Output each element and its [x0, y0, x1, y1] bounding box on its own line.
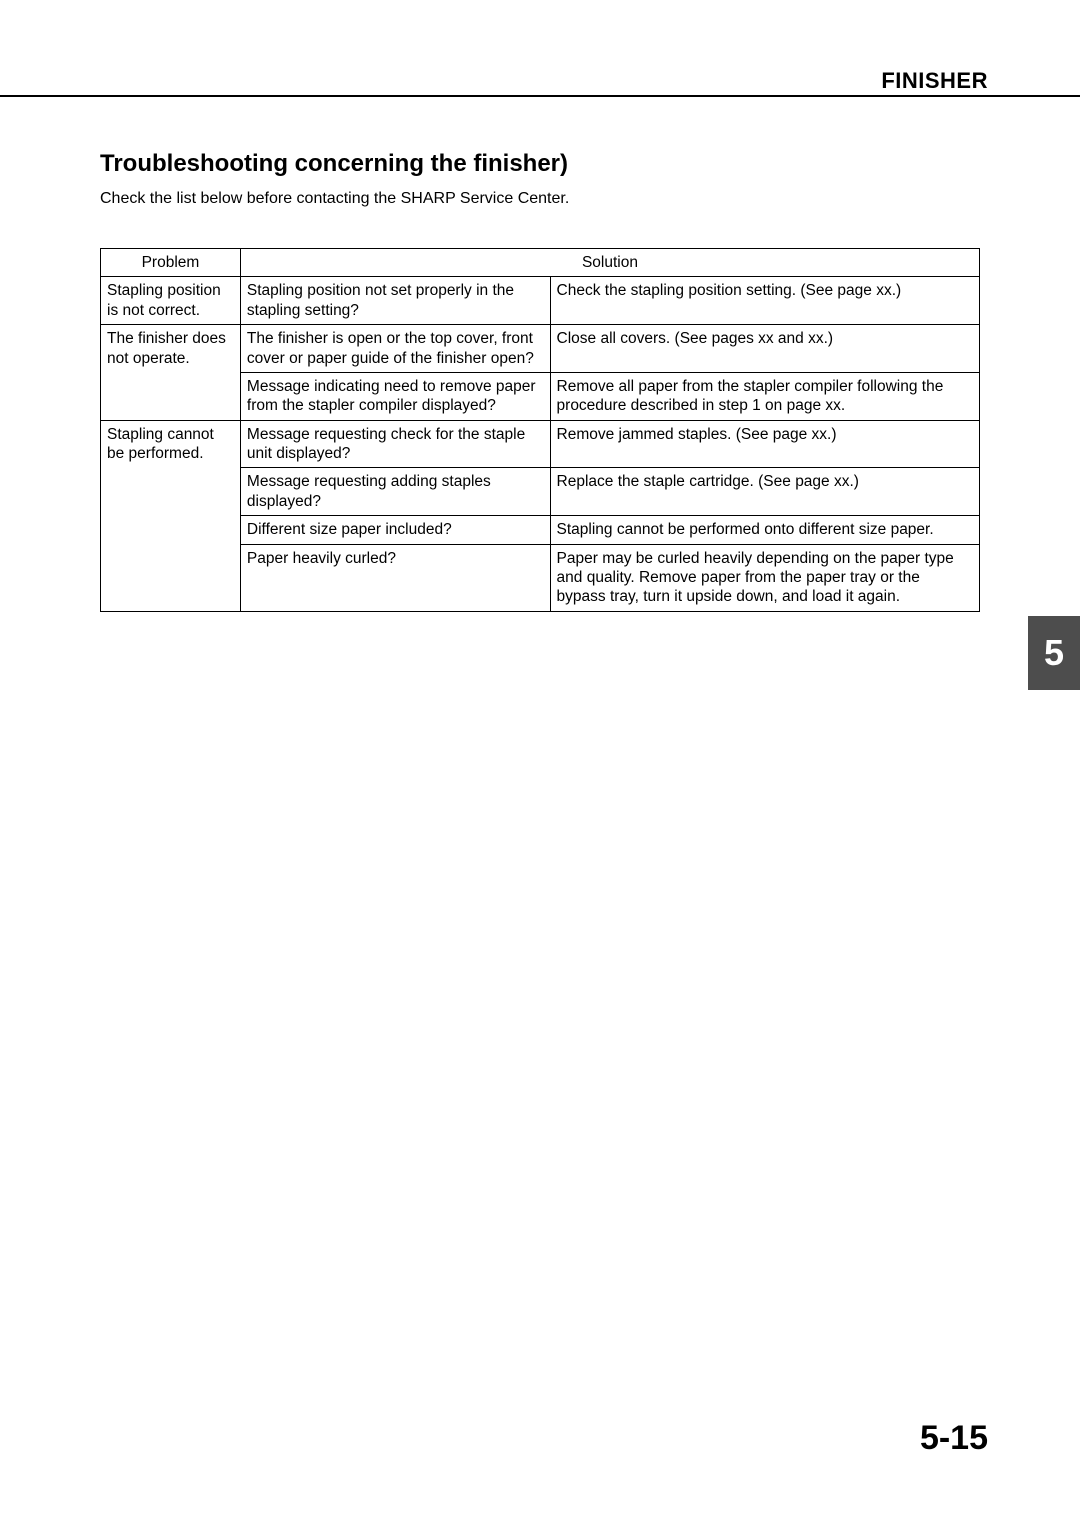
cell-cause: Message requesting check for the staple …	[240, 420, 550, 468]
chapter-tab: 5	[1028, 616, 1080, 690]
cell-cause: Message requesting adding staples displa…	[240, 468, 550, 516]
cell-cause: Message indicating need to remove paper …	[240, 372, 550, 420]
table-header-row: Problem Solution	[101, 249, 980, 277]
table-row: The finisher does not operate. The finis…	[101, 325, 980, 373]
cell-problem: Stapling position is not correct.	[101, 277, 241, 325]
cell-problem: The finisher does not operate.	[101, 325, 241, 421]
cell-solution: Replace the staple cartridge. (See page …	[550, 468, 979, 516]
cell-problem: Stapling cannot be performed.	[101, 420, 241, 611]
table-row: Stapling position is not correct. Stapli…	[101, 277, 980, 325]
intro-text: Check the list below before contacting t…	[100, 190, 980, 208]
section-header: FINISHER	[881, 68, 988, 94]
cell-cause: The finisher is open or the top cover, f…	[240, 325, 550, 373]
content-area: Troubleshooting concerning the finisher)…	[100, 150, 980, 612]
cell-solution: Check the stapling position setting. (Se…	[550, 277, 979, 325]
page: FINISHER Troubleshooting concerning the …	[0, 0, 1080, 1528]
col-header-solution: Solution	[240, 249, 979, 277]
table-row: Stapling cannot be performed. Message re…	[101, 420, 980, 468]
troubleshoot-table: Problem Solution Stapling position is no…	[100, 248, 980, 612]
cell-cause: Different size paper included?	[240, 516, 550, 544]
cell-solution: Paper may be curled heavily depending on…	[550, 544, 979, 611]
page-title: Troubleshooting concerning the finisher)	[100, 150, 980, 178]
cell-solution: Close all covers. (See pages xx and xx.)	[550, 325, 979, 373]
header-rule	[0, 95, 1080, 97]
col-header-problem: Problem	[101, 249, 241, 277]
cell-solution: Remove jammed staples. (See page xx.)	[550, 420, 979, 468]
cell-cause: Paper heavily curled?	[240, 544, 550, 611]
cell-cause: Stapling position not set properly in th…	[240, 277, 550, 325]
cell-solution: Stapling cannot be performed onto differ…	[550, 516, 979, 544]
page-number: 5-15	[920, 1419, 988, 1458]
cell-solution: Remove all paper from the stapler compil…	[550, 372, 979, 420]
